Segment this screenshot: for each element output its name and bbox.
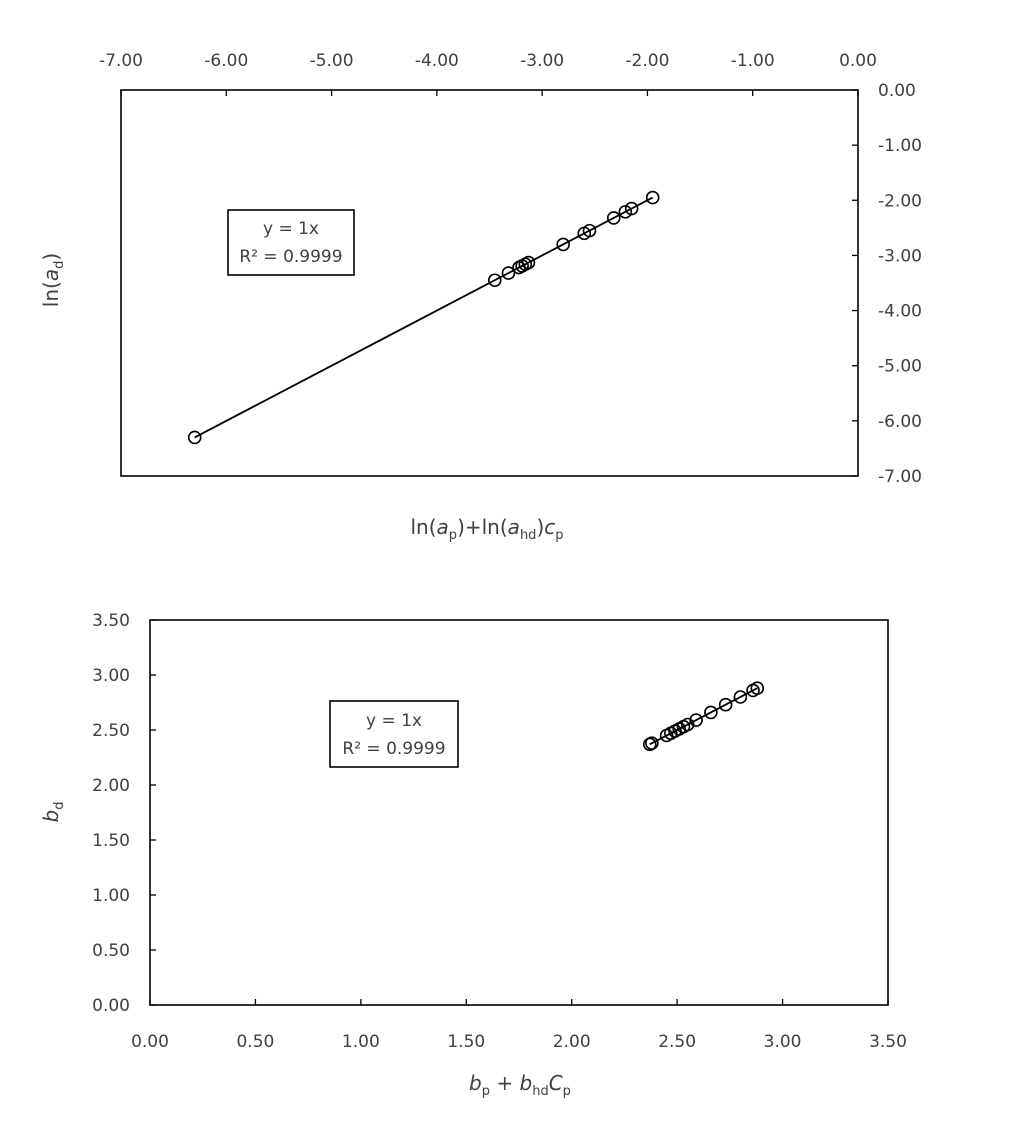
y-tick-label: 0.00: [878, 81, 916, 101]
y-tick-label: -1.00: [878, 136, 922, 156]
data-point: [187, 430, 202, 445]
data-point: [733, 690, 748, 704]
y-tick-label: -3.00: [878, 246, 922, 266]
data-point: [501, 266, 516, 280]
y-tick-label: 1.00: [92, 886, 130, 906]
x-tick-label: -4.00: [415, 51, 459, 71]
trendline-path: [194, 196, 654, 439]
data-point: [556, 237, 571, 252]
y-axis-title: ln(ad): [39, 253, 67, 307]
x-tick-label: 1.00: [342, 1032, 380, 1052]
y-tick-label: 2.00: [92, 776, 130, 796]
x-tick-label: 3.50: [869, 1032, 907, 1052]
x-tick-label: 0.00: [131, 1032, 169, 1052]
x-tick-label: -2.00: [625, 51, 669, 71]
data-point: [645, 736, 659, 751]
data-point: [618, 205, 633, 219]
data-point: [624, 201, 639, 216]
y-tick-label: -6.00: [878, 412, 922, 432]
x-tick-label: 1.50: [447, 1032, 485, 1052]
equation-label: y = 1x: [263, 219, 319, 239]
data-point: [645, 190, 660, 205]
x-tick-label: -1.00: [731, 51, 775, 71]
plot-area-frame: [149, 619, 889, 1006]
y-tick-label: 3.50: [92, 611, 130, 631]
y-tick-label: 1.50: [92, 831, 130, 851]
chart-top: -7.00 -6.00 -5.00 -4.00 -3.00 -2.00 -1.00 0.00 …: [39, 51, 922, 543]
x-tick-label: 2.50: [658, 1032, 696, 1052]
y-ticks-left: 0.00 0.50 1.00 1.50 2.00 2.50 3.00 3.50: [92, 611, 156, 1016]
y-tick-label: 0.00: [92, 996, 130, 1016]
trendline: [194, 196, 654, 439]
x-tick-label: -7.00: [99, 51, 143, 71]
data-points: [187, 190, 660, 445]
x-axis-title: bp + bhdCp: [469, 1071, 571, 1099]
x-tick-label: 2.00: [553, 1032, 591, 1052]
y-tick-label: 3.00: [92, 666, 130, 686]
trendline: [649, 687, 758, 746]
chart-bottom: 0.00 0.50 1.00 1.50 2.00 2.50 3.00 3.50 0.00 0.5…: [39, 611, 907, 1099]
trendline-path: [649, 687, 758, 746]
y-axis-title: bd: [39, 802, 67, 823]
y-ticks-right: 0.00 -1.00 -2.00 -3.00 -4.00 -5.00 -6.00 -7.00: [852, 81, 922, 487]
data-points: [642, 681, 765, 752]
x-tick-label: -6.00: [204, 51, 248, 71]
data-point: [582, 223, 597, 238]
x-tick-label: -3.00: [520, 51, 564, 71]
x-ticks-bottom: 0.00 0.50 1.00 1.50 2.00 2.50 3.00 3.50: [131, 999, 907, 1052]
data-point: [521, 255, 536, 270]
r2-label: R² = 0.9999: [239, 247, 342, 267]
x-axis-title: ln(ap)+ln(ahd)cp: [410, 515, 563, 543]
x-tick-label: 3.00: [764, 1032, 802, 1052]
data-point: [718, 697, 733, 712]
x-tick-label: 0.00: [839, 51, 877, 71]
data-point: [689, 713, 703, 727]
plot-area-frame: [120, 89, 859, 477]
equation-box: y = 1x R² = 0.9999: [227, 209, 355, 276]
y-tick-label: -5.00: [878, 357, 922, 377]
data-point: [606, 211, 621, 225]
x-tick-label: 0.50: [236, 1032, 274, 1052]
data-point: [487, 273, 502, 288]
x-ticks-top: -7.00 -6.00 -5.00 -4.00 -3.00 -2.00 -1.00 0.00: [99, 51, 877, 96]
equation-box: y = 1x R² = 0.9999: [329, 700, 459, 768]
y-tick-label: 0.50: [92, 941, 130, 961]
equation-label: y = 1x: [366, 711, 422, 731]
y-tick-label: 2.50: [92, 721, 130, 741]
data-point: [704, 705, 718, 720]
y-tick-label: -4.00: [878, 302, 922, 322]
y-tick-label: -2.00: [878, 191, 922, 211]
data-point: [680, 717, 695, 732]
y-tick-label: -7.00: [878, 467, 922, 487]
x-tick-label: -5.00: [310, 51, 354, 71]
data-point: [750, 681, 765, 696]
r2-label: R² = 0.9999: [342, 739, 445, 759]
